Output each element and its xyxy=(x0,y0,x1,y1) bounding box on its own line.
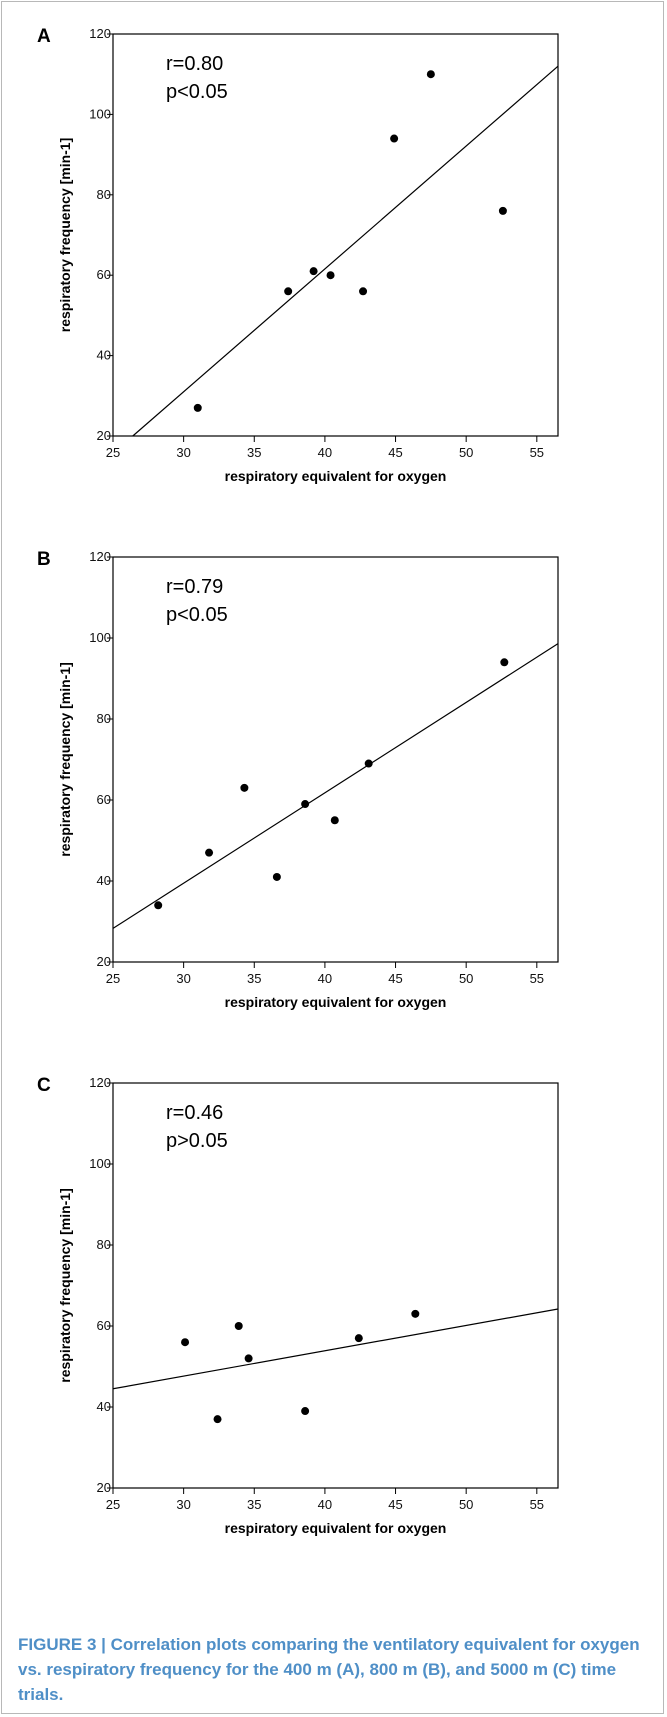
correlation-coefficient: r=0.79 xyxy=(166,576,223,598)
x-tick-label: 45 xyxy=(388,971,402,986)
data-point xyxy=(240,783,249,792)
data-point xyxy=(330,816,339,825)
x-tick-label: 50 xyxy=(459,445,473,460)
data-point xyxy=(205,848,214,857)
chart-panel-b: B 20 40 60 80 100 120 25 30 35 40 45 50 55 respiratory… xyxy=(37,549,559,1010)
p-value: p<0.05 xyxy=(166,604,228,626)
x-tick-label: 45 xyxy=(388,1497,402,1512)
regression-line xyxy=(132,65,559,437)
x-tick-label: 25 xyxy=(106,971,120,986)
correlation-coefficient: r=0.46 xyxy=(166,1102,223,1124)
y-tick-label: 60 xyxy=(97,267,111,282)
figure-caption: FIGURE 3 | Correlation plots comparing t… xyxy=(18,1635,640,1704)
y-tick-label: 60 xyxy=(97,1318,111,1333)
y-tick-label: 20 xyxy=(97,1480,111,1495)
regression-line xyxy=(112,643,559,929)
x-tick-label: 50 xyxy=(459,971,473,986)
y-tick-label: 120 xyxy=(89,26,111,41)
data-point xyxy=(301,800,310,809)
x-tick-label: 35 xyxy=(247,971,261,986)
y-tick-label: 60 xyxy=(97,792,111,807)
x-tick-label: 30 xyxy=(176,971,190,986)
y-tick-label: 80 xyxy=(97,1237,111,1252)
data-point xyxy=(213,1415,222,1424)
x-tick-label: 45 xyxy=(388,445,402,460)
y-tick-label: 20 xyxy=(97,428,111,443)
plot-area xyxy=(112,33,559,437)
panel-label: B xyxy=(37,549,51,570)
x-tick-label: 30 xyxy=(176,445,190,460)
x-tick-label: 55 xyxy=(530,445,544,460)
x-tick-label: 40 xyxy=(318,445,332,460)
x-tick-label: 50 xyxy=(459,1497,473,1512)
y-tick-label: 40 xyxy=(97,348,111,363)
data-point xyxy=(426,70,435,79)
x-tick-label: 35 xyxy=(247,1497,261,1512)
chart-panel-c: C 20 40 60 80 100 120 25 30 35 40 45 50 55 respiratory… xyxy=(37,1075,559,1536)
y-tick-label: 100 xyxy=(89,106,111,121)
data-point xyxy=(359,287,368,296)
y-tick-label: 80 xyxy=(97,711,111,726)
chart-panel-a: A 20 40 60 80 100 120 25 30 35 40 45 50 55 respiratory… xyxy=(37,26,559,484)
x-tick-label: 55 xyxy=(530,1497,544,1512)
y-tick-label: 20 xyxy=(97,954,111,969)
y-axis-label: respiratory frequency [min-1] xyxy=(57,1188,73,1383)
data-point xyxy=(193,403,202,412)
data-point xyxy=(498,206,507,215)
data-point xyxy=(309,267,318,276)
data-point xyxy=(364,759,373,768)
x-tick-label: 25 xyxy=(106,445,120,460)
p-value: p>0.05 xyxy=(166,1130,228,1152)
x-axis-label: respiratory equivalent for oxygen xyxy=(225,468,447,484)
x-tick-label: 40 xyxy=(318,971,332,986)
p-value: p<0.05 xyxy=(166,81,228,103)
data-point xyxy=(244,1354,253,1363)
y-axis-label: respiratory frequency [min-1] xyxy=(57,138,73,333)
x-axis-label: respiratory equivalent for oxygen xyxy=(225,994,447,1010)
figure-3-charts: A 20 40 60 80 100 120 25 30 35 40 45 50 55 respiratory… xyxy=(37,26,559,1536)
data-point xyxy=(500,658,509,667)
data-point xyxy=(326,271,335,280)
data-point xyxy=(411,1309,420,1318)
x-tick-label: 35 xyxy=(247,445,261,460)
y-tick-label: 100 xyxy=(89,1156,111,1171)
regression-line xyxy=(112,1308,559,1390)
x-axis-label: respiratory equivalent for oxygen xyxy=(225,1520,447,1536)
data-point xyxy=(354,1334,363,1343)
x-tick-label: 30 xyxy=(176,1497,190,1512)
data-point xyxy=(234,1322,243,1330)
y-tick-label: 100 xyxy=(89,630,111,645)
panel-label: C xyxy=(37,1075,51,1096)
y-tick-label: 40 xyxy=(97,873,111,888)
y-tick-label: 40 xyxy=(97,1399,111,1414)
data-point xyxy=(181,1338,190,1347)
y-axis-label: respiratory frequency [min-1] xyxy=(57,662,73,857)
y-tick-label: 120 xyxy=(89,549,111,564)
correlation-coefficient: r=0.80 xyxy=(166,53,223,75)
y-tick-label: 80 xyxy=(97,187,111,202)
x-tick-label: 40 xyxy=(318,1497,332,1512)
data-point xyxy=(272,872,281,881)
data-point xyxy=(301,1407,310,1416)
panel-label: A xyxy=(37,26,51,47)
y-tick-label: 120 xyxy=(89,1075,111,1090)
plot-area xyxy=(112,1082,559,1489)
data-point xyxy=(284,287,293,296)
x-tick-label: 25 xyxy=(106,1497,120,1512)
plot-area xyxy=(112,556,559,963)
data-point xyxy=(154,901,163,910)
x-tick-label: 55 xyxy=(530,971,544,986)
data-point xyxy=(390,134,399,143)
